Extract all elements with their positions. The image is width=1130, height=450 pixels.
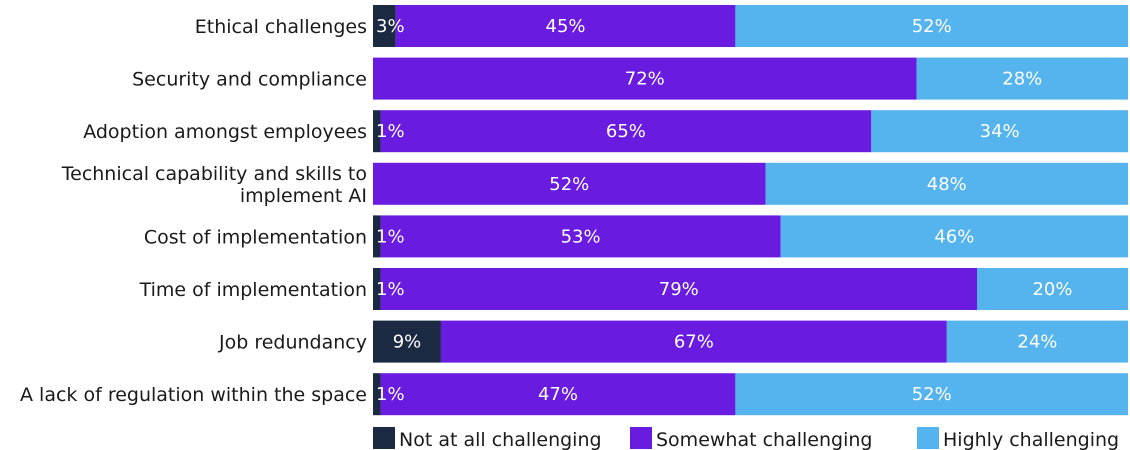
bar-segment bbox=[395, 5, 736, 47]
data-label: 53% bbox=[561, 226, 601, 247]
category-label: Ethical challenges bbox=[195, 16, 367, 38]
data-label: 24% bbox=[1017, 332, 1057, 353]
legend: Not at all challenging Somewhat challengi… bbox=[373, 427, 1119, 450]
bar-segment bbox=[373, 268, 381, 310]
data-label: 28% bbox=[1002, 69, 1042, 90]
bar-segment bbox=[765, 162, 1128, 205]
bar-segment bbox=[380, 373, 736, 416]
bar-segment bbox=[780, 215, 1128, 258]
bar-segment bbox=[373, 110, 381, 153]
data-label: 45% bbox=[546, 16, 586, 37]
data-label: 52% bbox=[912, 384, 952, 405]
bar-segment bbox=[871, 110, 1128, 153]
data-label: 67% bbox=[674, 332, 714, 353]
bar-segment bbox=[735, 5, 1128, 47]
category-label: Security and compliance bbox=[132, 69, 367, 91]
bar-segment bbox=[380, 215, 781, 258]
bar-segment bbox=[373, 215, 381, 258]
legend-label: Highly challenging bbox=[943, 429, 1119, 450]
bar-segment bbox=[440, 320, 947, 363]
legend-swatch bbox=[630, 427, 652, 449]
data-label: 52% bbox=[549, 174, 589, 195]
bar-segment bbox=[916, 57, 1128, 100]
category-label: Job redundancy bbox=[218, 332, 367, 354]
bar-segment bbox=[373, 162, 766, 205]
category-label: Time of implementation bbox=[139, 279, 367, 301]
data-label: 1% bbox=[376, 226, 405, 247]
category-label: Cost of implementation bbox=[144, 226, 367, 248]
data-label: 3% bbox=[376, 16, 405, 37]
category-label: Technical capability and skills to implem… bbox=[61, 163, 367, 207]
legend-swatch bbox=[917, 427, 939, 449]
data-label: 1% bbox=[376, 121, 405, 142]
data-label: 9% bbox=[393, 332, 422, 353]
data-label: 34% bbox=[980, 121, 1020, 142]
category-label: Adoption amongst employees bbox=[83, 121, 367, 143]
bar-segment bbox=[380, 268, 977, 310]
bar-segment bbox=[946, 320, 1128, 363]
bar-segment bbox=[373, 373, 381, 416]
data-label: 1% bbox=[376, 279, 405, 300]
data-label: 65% bbox=[606, 121, 646, 142]
data-label: 79% bbox=[659, 279, 699, 300]
bar-segment bbox=[977, 268, 1128, 310]
data-label: 47% bbox=[538, 384, 578, 405]
legend-label: Not at all challenging bbox=[399, 429, 602, 450]
category-labels: Ethical challenges Security and complianc… bbox=[20, 16, 367, 406]
data-label: 72% bbox=[625, 69, 665, 90]
bars: 3% 45% 52% 72% 28% 1% 65% 34% 52% 48% 1% 53% 46% 1% 79… bbox=[373, 5, 1128, 416]
bar-segment bbox=[380, 110, 872, 153]
bar-segment bbox=[735, 373, 1128, 416]
category-label: A lack of regulation within the space bbox=[20, 384, 367, 406]
data-label: 46% bbox=[934, 226, 974, 247]
bar-segment bbox=[373, 320, 441, 363]
legend-swatch bbox=[373, 427, 395, 449]
bar-segment bbox=[373, 57, 917, 100]
data-label: 20% bbox=[1032, 279, 1072, 300]
legend-label: Somewhat challenging bbox=[656, 429, 872, 450]
bar-segment bbox=[373, 5, 396, 47]
data-label: 52% bbox=[912, 16, 952, 37]
data-label: 48% bbox=[927, 174, 967, 195]
data-label: 1% bbox=[376, 384, 405, 405]
